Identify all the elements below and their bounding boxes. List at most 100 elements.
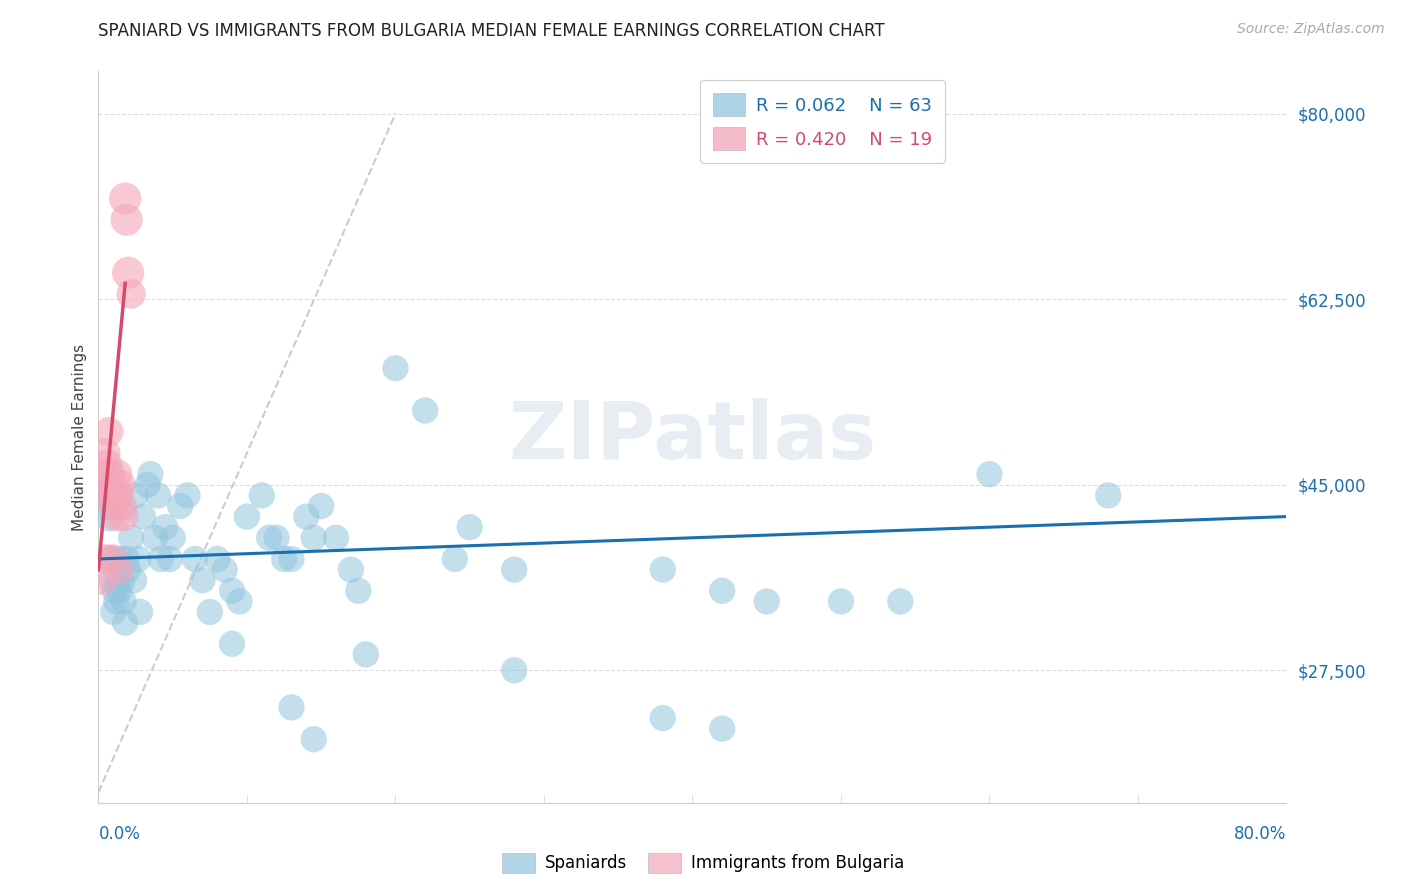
Point [830,594,852,608]
Point [273,552,295,566]
Point [120,531,142,545]
Point [98,552,121,566]
Point [110,552,132,566]
Point [309,499,332,513]
Point [384,361,406,376]
Point [101,573,124,587]
Point [354,648,377,662]
Point [159,552,181,566]
Point [112,509,135,524]
Point [111,573,134,587]
Point [236,509,259,524]
Point [91,488,114,502]
Point [91,573,114,587]
Point [191,573,214,587]
Point [503,563,526,577]
Point [104,583,127,598]
Point [184,552,207,566]
Point [103,552,125,566]
Text: 0.0%: 0.0% [98,825,141,843]
Point [97,509,120,524]
Point [108,583,131,598]
Point [221,583,243,598]
Point [347,583,370,598]
Point [94,493,117,508]
Point [103,488,125,502]
Point [250,488,273,502]
Point [302,531,325,545]
Point [117,266,139,280]
Point [115,212,138,227]
Point [117,563,139,577]
Point [94,552,117,566]
Point [280,700,302,714]
Point [98,467,121,482]
Point [280,552,302,566]
Point [111,499,134,513]
Point [94,446,117,460]
Point [979,467,1001,482]
Point [105,509,128,524]
Point [143,531,166,545]
Point [155,520,177,534]
Point [413,403,436,417]
Point [107,467,129,482]
Point [302,732,325,747]
Point [108,488,131,502]
Point [136,477,159,491]
Point [114,615,136,630]
Point [340,563,363,577]
Text: ZIPatlas: ZIPatlas [509,398,876,476]
Point [112,594,135,608]
Point [108,563,131,577]
Point [1097,488,1119,502]
Point [651,711,673,725]
Point [96,457,118,471]
Point [443,552,465,566]
Point [146,488,169,502]
Text: 80.0%: 80.0% [1234,825,1286,843]
Point [101,477,124,491]
Point [129,605,152,619]
Point [97,425,120,439]
Point [198,605,221,619]
Legend: R = 0.062    N = 63, R = 0.420    N = 19: R = 0.062 N = 63, R = 0.420 N = 19 [700,80,945,163]
Point [93,467,115,482]
Point [889,594,911,608]
Point [228,594,250,608]
Point [94,488,117,502]
Point [325,531,347,545]
Y-axis label: Median Female Earnings: Median Female Earnings [72,343,87,531]
Point [114,192,136,206]
Legend: Spaniards, Immigrants from Bulgaria: Spaniards, Immigrants from Bulgaria [495,847,911,880]
Point [266,531,288,545]
Point [122,573,145,587]
Point [124,488,146,502]
Point [104,499,127,513]
Point [105,594,128,608]
Point [503,663,526,677]
Point [221,637,243,651]
Point [162,531,184,545]
Point [205,552,228,566]
Point [110,477,132,491]
Point [755,594,778,608]
Point [107,573,129,587]
Text: Source: ZipAtlas.com: Source: ZipAtlas.com [1237,22,1385,37]
Point [132,509,155,524]
Point [711,583,734,598]
Point [295,509,318,524]
Point [120,287,142,301]
Point [128,552,150,566]
Point [651,563,673,577]
Point [214,563,236,577]
Text: SPANIARD VS IMMIGRANTS FROM BULGARIA MEDIAN FEMALE EARNINGS CORRELATION CHART: SPANIARD VS IMMIGRANTS FROM BULGARIA MED… [98,22,884,40]
Point [169,499,191,513]
Point [115,552,138,566]
Point [139,467,162,482]
Point [711,722,734,736]
Point [149,552,172,566]
Point [458,520,481,534]
Point [103,605,125,619]
Point [176,488,198,502]
